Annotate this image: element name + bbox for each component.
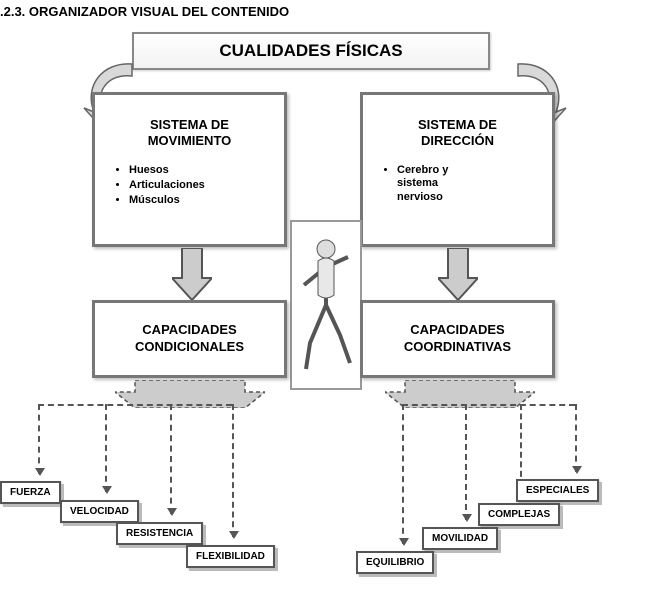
block-arrow-left-icon: [172, 248, 212, 300]
title-box: CUALIDADES FÍSICAS: [132, 32, 490, 70]
bullet-item: Huesos: [129, 164, 274, 176]
heading-line: DIRECCIÓN: [421, 133, 494, 148]
system-direction-bullets: Cerebro y sistema nervioso: [397, 164, 542, 205]
cap-line: CONDICIONALES: [135, 339, 244, 354]
outcome-left-resistencia: RESISTENCIA: [116, 522, 203, 545]
runner-icon: [296, 230, 356, 380]
dashed-hbar-icon: [402, 404, 575, 406]
system-movement-bullets: Huesos Articulaciones Músculos: [129, 164, 274, 206]
section-heading: .2.3. ORGANIZADOR VISUAL DEL CONTENIDO: [0, 4, 289, 19]
bullet-item: Cerebro y sistema nervioso: [397, 164, 542, 205]
cap-line: CAPACIDADES: [142, 322, 236, 337]
bullet-line: nervioso: [397, 191, 443, 203]
bullet-line: sistema: [397, 177, 438, 189]
outcome-left-flexibilidad: FLEXIBILIDAD: [186, 545, 275, 568]
bullet-item: Articulaciones: [129, 179, 274, 191]
heading-line: SISTEMA DE: [418, 117, 497, 132]
outcome-right-especiales: ESPECIALES: [516, 479, 599, 502]
heading-line: MOVIMIENTO: [148, 133, 232, 148]
system-movement-box: SISTEMA DE MOVIMIENTO Huesos Articulacio…: [92, 92, 287, 247]
outcome-right-complejas: COMPLEJAS: [478, 503, 560, 526]
dashed-arrow-icon: [402, 404, 404, 544]
heading-line: SISTEMA DE: [150, 117, 229, 132]
bullet-line: Cerebro y: [397, 164, 448, 176]
title-text: CUALIDADES FÍSICAS: [219, 41, 402, 61]
capacities-conditional-box: CAPACIDADES CONDICIONALES: [92, 300, 287, 378]
cap-line: COORDINATIVAS: [404, 339, 511, 354]
dashed-arrow-icon: [575, 404, 577, 472]
dashed-arrow-icon: [170, 404, 172, 514]
runner-figure: [290, 220, 362, 390]
block-arrow-right-icon: [438, 248, 478, 300]
capacities-coordinative-box: CAPACIDADES COORDINATIVAS: [360, 300, 555, 378]
outcome-right-equilibrio: EQUILIBRIO: [356, 551, 434, 574]
dashed-arrow-icon: [465, 404, 467, 520]
dashed-arrow-icon: [38, 404, 40, 474]
system-movement-heading: SISTEMA DE MOVIMIENTO: [105, 117, 274, 150]
system-direction-heading: SISTEMA DE DIRECCIÓN: [373, 117, 542, 150]
outcome-left-fuerza: FUERZA: [0, 481, 61, 504]
system-direction-box: SISTEMA DE DIRECCIÓN Cerebro y sistema n…: [360, 92, 555, 247]
cap-line: CAPACIDADES: [410, 322, 504, 337]
outcome-left-velocidad: VELOCIDAD: [60, 500, 139, 523]
bullet-item: Músculos: [129, 194, 274, 206]
outcome-right-movilidad: MOVILIDAD: [422, 527, 498, 550]
dashed-arrow-icon: [232, 404, 234, 537]
dashed-hbar-icon: [38, 404, 232, 406]
dashed-arrow-icon: [105, 404, 107, 492]
